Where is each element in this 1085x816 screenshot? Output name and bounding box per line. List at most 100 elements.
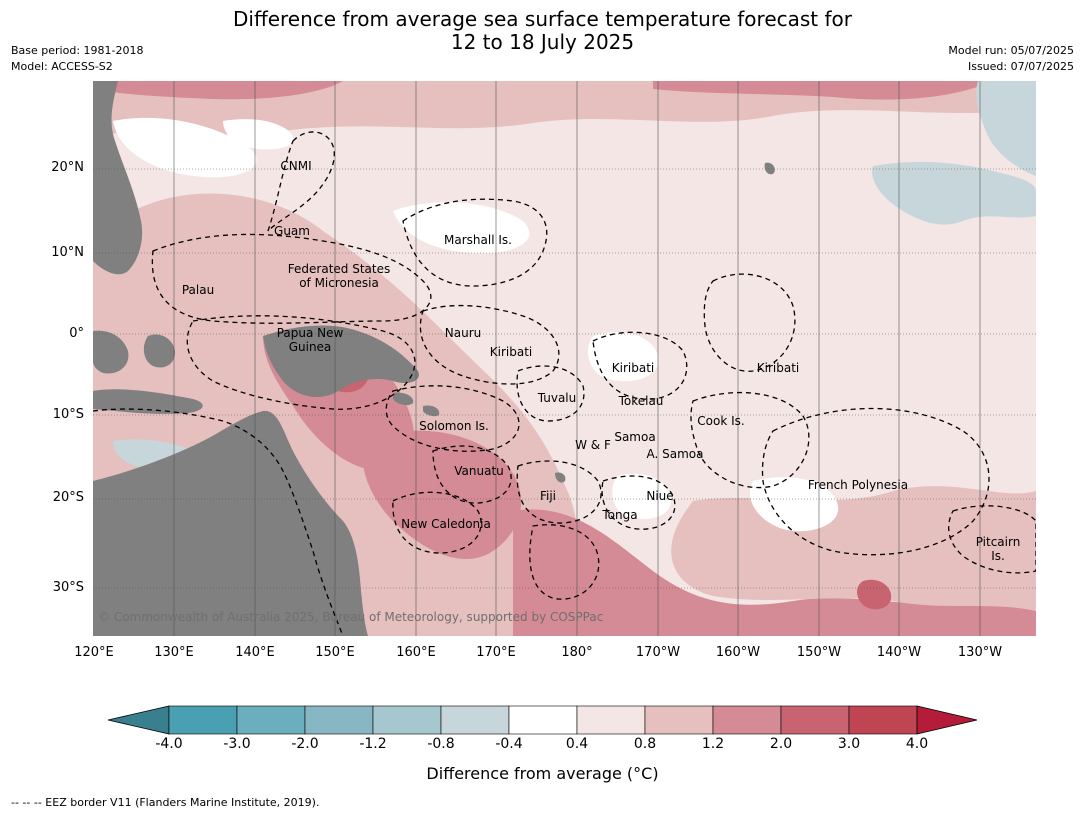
lon-label-120e: 120°E [74,645,114,660]
lon-label-150w: 150°W [796,645,842,660]
neutral-patch-5 [113,117,257,178]
colorbar-tick-label: 1.2 [701,736,725,752]
eez-png [186,315,416,410]
map-title-line1: Difference from average sea surface temp… [232,7,852,31]
region-label-fsm-line2: of Micronesia [299,276,379,290]
land-solomon-is [393,392,440,417]
eez-cnmi [267,131,335,232]
colorbar-swatch [236,705,306,735]
colorbar-swatch [644,705,714,735]
lon-label-140e: 140°E [235,645,275,660]
colorbar-tick-label: -2.0 [291,736,319,752]
lon-label-160w: 160°W [715,645,761,660]
land-australia [93,410,368,636]
region-label-kiribati-east: Kiribati [756,361,800,375]
eez-footnote: -- -- -- EEZ border V11 (Flanders Marine… [11,796,320,809]
map-canvas [93,81,1036,636]
region-label-french-polynesia: French Polynesia [807,478,909,492]
region-label-png-line1: Papua New [276,326,344,340]
eez-pitcairn [948,505,1036,574]
anomaly-strong-coral [362,430,522,560]
cool-anomaly-northeast [872,161,1036,225]
land-hawaii [764,162,775,175]
map-title-line2: 12 to 18 July 2025 [450,30,635,54]
eez-french-polynesia [761,407,990,556]
issued-date: Issued: 07/07/2025 [967,60,1074,73]
region-label-tokelau: Tokelau [618,394,664,408]
region-label-nauru: Nauru [444,326,482,340]
eez-australia [93,408,344,636]
lon-label-170w: 170°W [635,645,681,660]
colorbar-swatch [780,705,850,735]
region-label-vanuatu: Vanuatu [454,464,504,478]
eez-cook-is [690,392,810,489]
region-label-american-samoa: A. Samoa [646,447,704,461]
neutral-patch-4 [749,477,839,532]
region-label-kiribati-west: Kiribati [489,345,533,359]
model-name: Model: ACCESS-S2 [11,60,113,73]
lon-label-180: 180° [561,645,593,660]
colorbar-over-arrow [916,705,978,735]
graticule [173,81,981,636]
land-new-guinea [263,325,419,397]
model-run: Model run: 05/07/2025 [948,44,1074,57]
region-label-fsm-line1: Federated States [287,262,391,276]
colorbar-swatch [576,705,646,735]
eez-borders [93,131,1036,636]
neutral-patch-3 [612,473,672,520]
eez-niue-tonga [601,475,676,530]
colorbar-under-arrow [107,705,170,735]
neutral-patch-6 [223,119,294,150]
eez-fsm [151,233,432,324]
colorbar-swatch [372,705,442,735]
colorbar-swatch [168,705,238,735]
lat-label-20s: 20°S [52,490,84,505]
eez-kiribati-phoenix [592,331,688,400]
lon-label-130w: 130°W [957,645,1003,660]
lat-label-10s: 10°S [52,407,84,422]
anomaly-stronger-southspot [857,579,892,610]
colorbar-tick-label: 4.0 [905,736,929,752]
region-label-guam: Guam [274,224,310,238]
colorbar-tick-label: -4.0 [155,736,183,752]
region-label-fiji: Fiji [539,489,557,503]
region-label-palau: Palau [181,283,215,297]
eez-kiribati-gilbert [419,304,560,385]
lon-label-150e: 150°E [315,645,355,660]
colorbar-tick-label: 0.8 [633,736,657,752]
lat-label-10n: 10°N [51,245,84,260]
cool-anomaly-ne-top [976,81,1036,176]
eez-marshall [402,198,548,287]
eez-kiribati-line [703,273,796,372]
colorbar-swatch [304,705,374,735]
region-label-pitcairn-line2: Is. [991,549,1005,563]
colorbar-swatch [848,705,918,735]
region-label-kiribati-central: Kiribati [611,361,655,375]
eez-solomon [385,385,520,452]
base-period: Base period: 1981-2018 [11,44,144,57]
land-borneo-sulawesi [93,330,176,374]
region-label-cook-is: Cook Is. [697,414,745,428]
lat-label-0: 0° [69,326,84,341]
colorbar-swatch [712,705,782,735]
lon-label-130e: 130°E [154,645,194,660]
colorbar-title: Difference from average (°C) [426,764,659,783]
eez-fiji [516,460,602,524]
region-label-wallis-futuna: W & F [575,438,611,452]
land-indonesia-south [93,389,203,414]
neutral-patch-1 [393,202,530,254]
anomaly-strong-north [103,81,993,100]
eez-kermadec [529,524,600,600]
region-label-new-caledonia: New Caledonia [401,517,491,531]
region-label-samoa: Samoa [614,430,656,444]
anomaly-strong-south [513,509,1036,636]
colorbar-swatch [440,705,510,735]
lat-label-30s: 30°S [52,580,84,595]
sst-anomaly-map: CNMI Guam Marshall Is. Federated States … [93,81,1036,636]
lon-label-160e: 160°E [396,645,436,660]
colorbar-tick-label: -0.8 [427,736,455,752]
copyright-notice: © Commonwealth of Australia 2025, Bureau… [98,610,604,624]
eez-tuvalu [516,365,585,422]
region-label-pitcairn-line1: Pitcairn [975,535,1021,549]
eez-vanuatu [432,445,512,504]
